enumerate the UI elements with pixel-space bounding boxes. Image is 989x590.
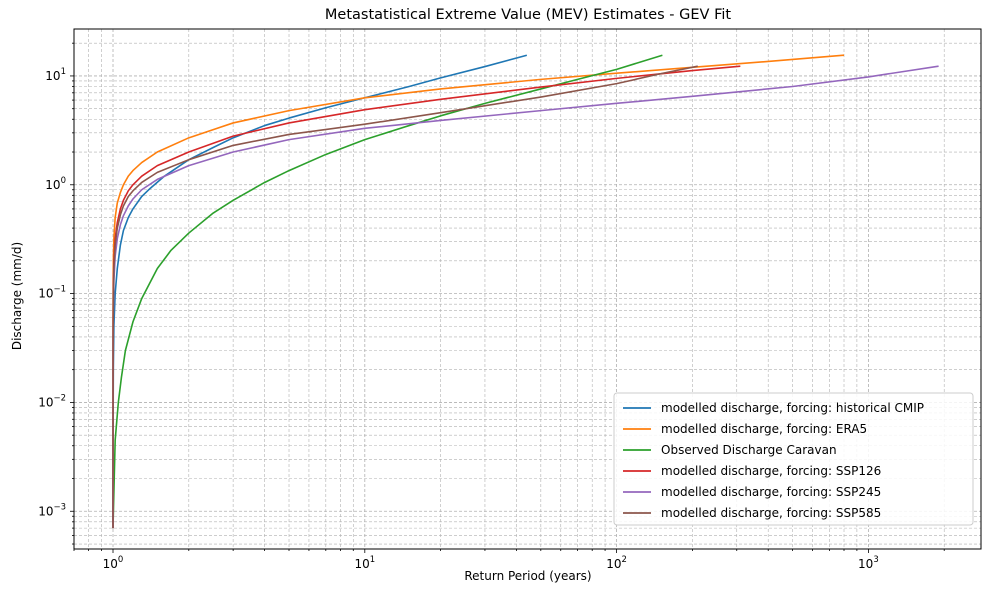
series-line-1 <box>112 54 528 529</box>
chart-title: Metastatistical Extreme Value (MEV) Esti… <box>325 7 731 23</box>
series-line-3 <box>112 54 663 529</box>
y-tick-label: 101 <box>45 67 66 83</box>
x-tick-label: 101 <box>354 555 375 571</box>
legend-box <box>613 392 974 526</box>
y-axis-ticks: 10−3 10−2 10−1 100 101 <box>38 42 74 545</box>
legend-entry-label: modelled discharge, forcing: ERA5 <box>661 422 867 436</box>
y-axis-label: Discharge (mm/d) <box>10 242 24 350</box>
legend-entry-label: modelled discharge, forcing: historical … <box>661 401 924 415</box>
x-tick-label: 102 <box>606 555 627 571</box>
plot-frame <box>73 28 982 550</box>
y-tick-label: 100 <box>45 176 66 192</box>
legend: modelled discharge, forcing: historical … <box>613 392 974 526</box>
x-tick-label: 100 <box>103 555 124 571</box>
y-tick-label: 10−1 <box>38 285 66 301</box>
legend-entry-label: modelled discharge, forcing: SSP126 <box>661 464 881 478</box>
legend-entry-label: Observed Discharge Caravan <box>661 443 837 457</box>
legend-entry-label: modelled discharge, forcing: SSP245 <box>661 485 881 499</box>
series-line-2 <box>112 54 845 529</box>
series-line-6 <box>112 65 698 529</box>
y-tick-label: 10−3 <box>38 502 66 518</box>
y-tick-label: 10−2 <box>38 393 66 409</box>
legend-entry-label: modelled discharge, forcing: SSP585 <box>661 506 881 520</box>
series-layer <box>112 54 939 529</box>
x-tick-label: 103 <box>858 555 879 571</box>
x-axis-label: Return Period (years) <box>464 569 591 583</box>
x-axis-ticks: 100 101 102 103 <box>73 549 945 571</box>
